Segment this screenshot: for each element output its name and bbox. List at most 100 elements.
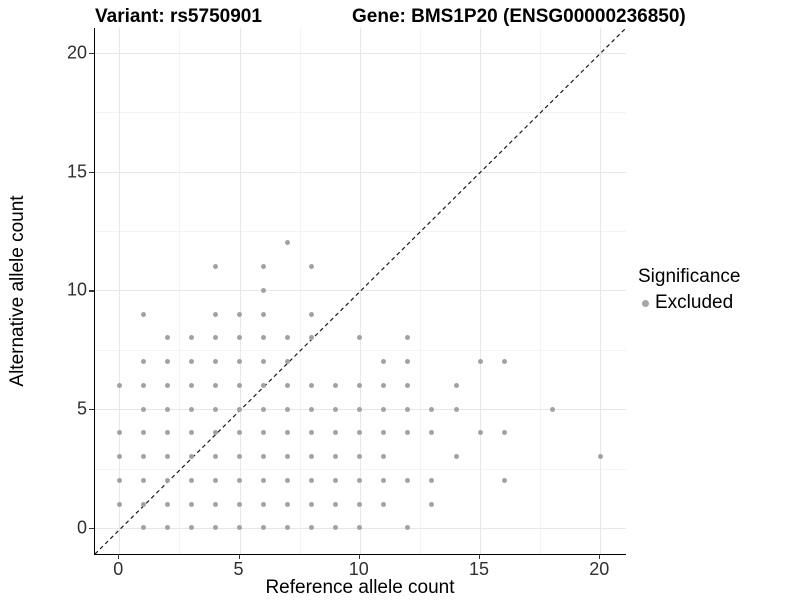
x-tick-label: 15 bbox=[469, 559, 490, 579]
identity-line bbox=[95, 28, 626, 554]
variant-title: Variant: rs5750901 bbox=[95, 6, 262, 27]
data-point bbox=[164, 406, 170, 412]
data-point bbox=[285, 501, 291, 507]
y-tick-mark bbox=[89, 527, 94, 530]
y-tick-label: 0 bbox=[76, 517, 87, 538]
data-point bbox=[285, 525, 291, 531]
data-point bbox=[381, 382, 387, 388]
data-point bbox=[140, 525, 146, 531]
data-point bbox=[237, 311, 243, 317]
data-point bbox=[309, 525, 315, 531]
data-point bbox=[261, 311, 267, 317]
data-point bbox=[501, 477, 507, 483]
data-point bbox=[237, 525, 243, 531]
data-point bbox=[261, 264, 267, 270]
data-point bbox=[309, 311, 315, 317]
data-point bbox=[453, 382, 459, 388]
data-point bbox=[357, 335, 363, 341]
data-point bbox=[453, 406, 459, 412]
data-point bbox=[213, 501, 218, 507]
data-point bbox=[309, 264, 315, 270]
x-tick-mark bbox=[599, 554, 601, 559]
data-point bbox=[164, 359, 170, 365]
data-point bbox=[188, 382, 194, 388]
data-point bbox=[164, 335, 170, 341]
data-point bbox=[261, 382, 267, 388]
data-point bbox=[213, 406, 218, 412]
y-tick-label: 20 bbox=[66, 42, 87, 63]
data-point bbox=[261, 525, 267, 531]
legend: Significance Excluded bbox=[638, 266, 740, 314]
data-point bbox=[357, 525, 363, 531]
y-tick-mark bbox=[89, 52, 94, 55]
data-point bbox=[333, 525, 339, 531]
data-point bbox=[381, 359, 387, 365]
data-point bbox=[237, 382, 243, 388]
x-tick-label: 0 bbox=[113, 559, 124, 579]
data-point bbox=[261, 501, 267, 507]
data-point bbox=[405, 359, 411, 365]
data-point bbox=[237, 359, 243, 365]
data-point bbox=[261, 430, 267, 436]
data-point bbox=[501, 359, 507, 365]
data-point bbox=[405, 430, 411, 436]
data-point bbox=[164, 382, 170, 388]
data-point bbox=[597, 454, 603, 460]
data-point bbox=[285, 382, 291, 388]
x-tick-label: 20 bbox=[589, 559, 610, 579]
data-point bbox=[381, 477, 387, 483]
data-point bbox=[285, 359, 291, 365]
data-point bbox=[261, 335, 267, 341]
data-point bbox=[549, 406, 555, 412]
data-point bbox=[213, 335, 218, 341]
x-axis-title: Reference allele count bbox=[265, 577, 455, 598]
data-point bbox=[357, 501, 363, 507]
data-point bbox=[261, 359, 267, 365]
data-point bbox=[477, 359, 483, 365]
legend-items: Excluded bbox=[638, 292, 740, 314]
data-point bbox=[140, 501, 146, 507]
data-point bbox=[261, 454, 267, 460]
data-point bbox=[188, 477, 194, 483]
data-point bbox=[164, 430, 170, 436]
data-point bbox=[188, 525, 194, 531]
data-point bbox=[309, 477, 315, 483]
data-point bbox=[237, 454, 243, 460]
data-point bbox=[213, 477, 218, 483]
data-point bbox=[429, 477, 435, 483]
data-point bbox=[188, 406, 194, 412]
data-point bbox=[140, 382, 146, 388]
data-point bbox=[116, 477, 122, 483]
data-point bbox=[453, 454, 459, 460]
x-tick-mark bbox=[118, 554, 120, 559]
data-point bbox=[188, 454, 194, 460]
data-point bbox=[285, 477, 291, 483]
y-tick-mark bbox=[89, 409, 94, 411]
data-point bbox=[309, 454, 315, 460]
data-point bbox=[188, 501, 194, 507]
data-point bbox=[164, 525, 170, 531]
data-point bbox=[285, 406, 291, 412]
x-tick-mark bbox=[479, 554, 481, 559]
major-gridline-h bbox=[95, 52, 626, 54]
data-point bbox=[405, 525, 411, 531]
y-tick-label: 15 bbox=[66, 161, 87, 182]
data-point bbox=[237, 406, 243, 412]
data-point bbox=[213, 359, 218, 365]
data-point bbox=[285, 454, 291, 460]
data-point bbox=[140, 430, 146, 436]
data-point bbox=[309, 430, 315, 436]
data-point bbox=[333, 430, 339, 436]
legend-point-icon bbox=[642, 299, 649, 307]
data-point bbox=[237, 477, 243, 483]
data-point bbox=[285, 240, 291, 246]
y-tick-label: 5 bbox=[76, 398, 87, 419]
y-tick-mark bbox=[89, 171, 94, 173]
data-point bbox=[309, 335, 315, 341]
data-point bbox=[309, 406, 315, 412]
data-point bbox=[140, 359, 146, 365]
data-point bbox=[357, 454, 363, 460]
data-point bbox=[501, 430, 507, 436]
data-point bbox=[285, 430, 291, 436]
